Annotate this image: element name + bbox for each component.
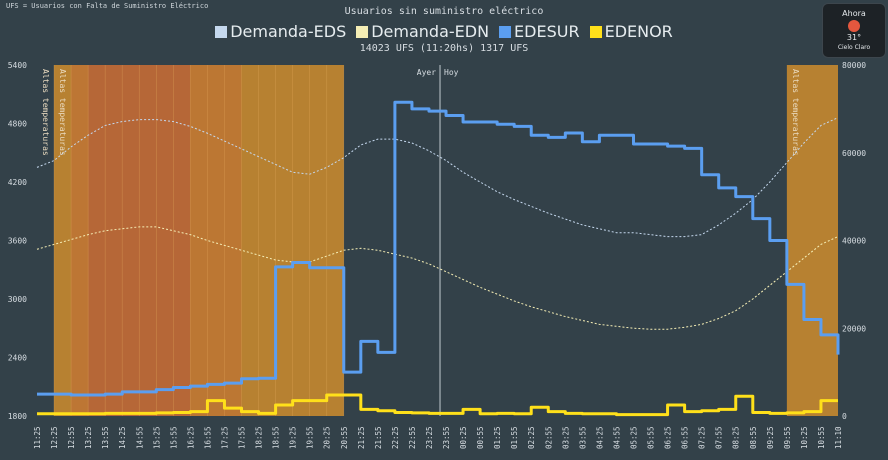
legend: Demanda-EDS Demanda-EDN EDESUR EDENOR (0, 22, 888, 41)
x-tick-label: 06:55 (681, 426, 690, 449)
x-tick-label: 14:25 (118, 426, 127, 449)
heat-band-label: Altas temperaturas (791, 69, 800, 156)
x-tick-label: 11:25 (33, 426, 42, 449)
x-tick-label: 04:25 (595, 426, 604, 449)
x-tick-label: 05:55 (647, 426, 656, 449)
x-tick-label: 17:25 (220, 426, 229, 449)
x-tick-label: 01:55 (510, 426, 519, 449)
legend-item-edenor[interactable]: EDENOR (589, 22, 673, 41)
x-tick-label: 21:25 (357, 426, 366, 449)
x-tick-label: 15:25 (152, 426, 161, 449)
legend-item-edesur[interactable]: EDESUR (499, 22, 580, 41)
x-tick-label: 14:55 (135, 426, 144, 449)
x-tick-label: 12:25 (50, 426, 59, 449)
x-tick-label: 18:25 (255, 426, 264, 449)
y-left-tick: 1800 (8, 412, 27, 421)
legend-swatch-edenor (589, 25, 602, 38)
x-tick-label: 16:55 (203, 426, 212, 449)
heat-band-mid (190, 65, 242, 416)
x-tick-label: 20:55 (340, 426, 349, 449)
legend-swatch-demanda-edn (356, 25, 369, 38)
x-tick-label: 04:55 (612, 426, 621, 449)
x-tick-label: 23:55 (442, 426, 451, 449)
x-tick-label: 08:55 (749, 426, 758, 449)
legend-label-edenor: EDENOR (604, 22, 673, 41)
y-right-tick: 0 (842, 412, 847, 421)
heat-band-mid (71, 65, 89, 416)
x-tick-label: 15:55 (169, 426, 178, 449)
heat-band-label: Altas temperaturas (41, 69, 50, 156)
x-tick-label: 19:55 (306, 426, 315, 449)
chart-title: Usuarios sin suministro eléctrico (344, 6, 544, 17)
series-line-edesur (37, 100, 840, 397)
x-tick-label: 22:55 (408, 426, 417, 449)
x-tick-label: 11:10 (834, 426, 843, 449)
x-tick-label: 13:55 (101, 426, 110, 449)
y-left-tick: 5400 (8, 61, 27, 70)
heat-band-label: Altas temperaturas (58, 69, 67, 156)
x-tick-label: 03:55 (578, 426, 587, 449)
x-tick-label: 17:55 (238, 426, 247, 449)
chart-subtitle: 14023 UFS (11:20hs) 1317 UFS (359, 43, 529, 54)
weather-label: Ahora (842, 9, 866, 18)
x-tick-label: 05:25 (629, 426, 638, 449)
weather-temperature: 31° (846, 33, 862, 42)
x-tick-label: 01:25 (493, 426, 502, 449)
weather-condition: Cielo Claro (837, 44, 871, 51)
legend-swatch-demanda-eds (215, 25, 228, 38)
y-left-tick: 3600 (8, 237, 27, 246)
x-tick-label: 03:25 (561, 426, 570, 449)
y-right-tick: 40000 (842, 237, 866, 246)
x-tick-label: 18:55 (272, 426, 281, 449)
x-tick-label: 09:25 (766, 426, 775, 449)
x-tick-label: 02:55 (544, 426, 553, 449)
y-right-tick: 60000 (842, 149, 866, 158)
x-tick-label: 06:25 (664, 426, 673, 449)
legend-label-demanda-edn: Demanda-EDN (371, 22, 490, 41)
series-line-demanda-eds (36, 117, 839, 238)
x-tick-label: 10:55 (817, 426, 826, 449)
x-tick-label: 07:55 (715, 426, 724, 449)
series-line-edenor (37, 393, 838, 417)
chart-caption: UFS = Usuarios con Falta de Suministro E… (6, 2, 209, 10)
x-tick-label: 19:25 (289, 426, 298, 449)
y-right-tick: 80000 (842, 61, 866, 70)
x-tick-label: 09:55 (783, 426, 792, 449)
x-tick-label: 08:25 (732, 426, 741, 449)
legend-swatch-edesur (499, 25, 512, 38)
x-tick-label: 12:55 (67, 426, 76, 449)
x-tick-label: 13:25 (84, 426, 93, 449)
x-tick-label: 00:55 (476, 426, 485, 449)
weather-widget[interactable]: Ahora 31° Cielo Claro (822, 3, 886, 58)
day-label-hoy: Hoy (444, 68, 459, 77)
x-tick-label: 07:25 (698, 426, 707, 449)
x-tick-label: 23:25 (425, 426, 434, 449)
y-left-tick: 3000 (8, 295, 27, 304)
legend-item-demanda-eds[interactable]: Demanda-EDS (215, 22, 346, 41)
legend-item-demanda-edn[interactable]: Demanda-EDN (356, 22, 489, 41)
day-label-ayer: Ayer (417, 68, 436, 77)
sun-icon (848, 20, 860, 32)
x-tick-label: 20:25 (323, 426, 332, 449)
x-tick-label: 21:55 (374, 426, 383, 449)
legend-label-edesur: EDESUR (514, 22, 580, 41)
series-line-demanda-edn (36, 226, 839, 330)
y-left-tick: 4200 (8, 178, 27, 187)
y-left-tick: 2400 (8, 354, 27, 363)
y-left-tick: 4800 (8, 120, 27, 129)
x-tick-label: 22:25 (391, 426, 400, 449)
x-tick-label: 10:25 (800, 426, 809, 449)
y-right-tick: 20000 (842, 324, 866, 333)
x-tick-label: 02:25 (527, 426, 536, 449)
x-tick-label: 16:25 (186, 426, 195, 449)
x-tick-label: 00:25 (459, 426, 468, 449)
legend-label-demanda-eds: Demanda-EDS (230, 22, 347, 41)
